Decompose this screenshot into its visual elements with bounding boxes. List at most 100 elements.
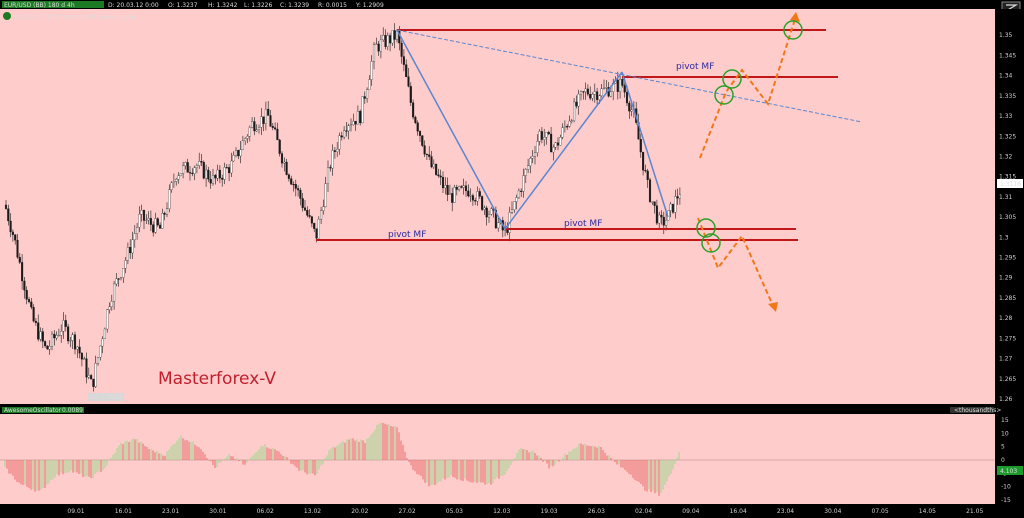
candle-body <box>400 42 403 57</box>
time-tick-label: 02.04 <box>635 508 652 515</box>
candle-body <box>260 116 263 128</box>
candle-body <box>156 218 159 226</box>
candle-body <box>188 172 192 174</box>
candle-body <box>297 188 300 191</box>
candle-body <box>32 307 35 322</box>
candle-body <box>428 154 431 157</box>
candle-body <box>382 35 385 41</box>
candle-body <box>317 218 320 239</box>
candle-body <box>142 210 146 221</box>
symbol-badge-bg <box>2 1 104 8</box>
candle-body <box>119 277 123 279</box>
price-tick-label: 1.33 <box>999 113 1013 120</box>
oscillator-badge-bg <box>2 407 84 413</box>
candle-body <box>168 189 171 209</box>
candle-body <box>669 203 672 211</box>
candle-body <box>18 257 21 263</box>
candle-body <box>510 209 514 213</box>
time-axis[interactable] <box>0 504 1024 518</box>
time-axis-ticks: 09.01 16.01 23.01 30.01 06.02 13.02 20.02 27.02… <box>67 508 983 515</box>
candle-body <box>377 43 380 52</box>
candle-body <box>90 375 93 380</box>
candle-body <box>349 124 353 126</box>
candle-body <box>354 120 357 125</box>
candle-body <box>278 139 281 154</box>
candle-body <box>573 101 576 121</box>
candle-body <box>476 191 479 202</box>
candle-body <box>605 87 608 89</box>
target-circle-upper-2 <box>714 85 734 105</box>
candle-body <box>437 174 440 177</box>
candle-body <box>138 214 141 228</box>
candle-body <box>375 43 378 45</box>
candle-body <box>455 187 458 190</box>
target-circle-upper-1 <box>722 69 742 89</box>
oscillator-name[interactable]: AwesomeOscillator <box>4 407 62 414</box>
candle-body <box>237 150 240 157</box>
price-tick-label: 1.345 <box>999 52 1016 59</box>
candle-body <box>62 320 65 332</box>
candle-body <box>602 87 606 89</box>
candle-body <box>536 141 539 154</box>
last-price-label: 1.3116 <box>1000 181 1021 188</box>
candle-body <box>172 181 175 184</box>
price-tick-label: 1.35 <box>999 32 1013 39</box>
price-tick-label: 1.275 <box>999 335 1016 342</box>
candle-body <box>616 79 619 92</box>
header-y-value: Y: 1.2909 <box>355 2 384 9</box>
candle-body <box>44 341 47 347</box>
candle-body <box>582 91 585 93</box>
candle-body <box>662 216 665 226</box>
trendline-dashed <box>396 29 863 123</box>
candle-body <box>425 153 428 156</box>
target-circle-top <box>783 20 803 40</box>
candle-body <box>467 190 470 197</box>
price-axis[interactable] <box>995 9 1024 407</box>
candle-body <box>246 136 249 139</box>
candle-body <box>621 79 624 86</box>
candle-body <box>85 358 88 378</box>
symbol-badge[interactable]: EUR/USD (BB) 180 d 4h <box>4 2 75 9</box>
candle-body <box>11 231 14 235</box>
candle-body <box>322 206 325 212</box>
candle-body <box>676 196 679 199</box>
candle-body <box>122 268 125 278</box>
time-tick-label: 19.03 <box>540 508 557 515</box>
target-circle-lower-2 <box>701 233 721 253</box>
header-close: C: 1.3239 <box>280 2 309 9</box>
candle-body <box>253 121 256 132</box>
price-tick-label: 1.285 <box>999 295 1016 302</box>
candle-body <box>214 174 217 179</box>
time-tick-label: 09.01 <box>67 508 84 515</box>
candle-body <box>126 247 129 261</box>
candle-body <box>423 145 426 155</box>
candle-body <box>575 101 578 107</box>
info-icon[interactable] <box>3 12 11 20</box>
candle-body <box>96 357 100 364</box>
candle-body <box>16 240 19 258</box>
candle-body <box>464 185 468 192</box>
candle-body <box>48 346 51 350</box>
candle-body <box>209 179 212 184</box>
candle-body <box>596 91 599 100</box>
candle-body <box>598 95 601 100</box>
time-tick-label: 27.02 <box>399 508 416 515</box>
price-axis-ticks: 1.351.3451.341.3351.331.3251.321.3151.31… <box>999 32 1016 403</box>
candle-body <box>76 346 79 350</box>
candle-body <box>299 189 302 199</box>
candle-body <box>527 165 530 170</box>
candle-body <box>133 233 136 241</box>
candle-body <box>359 111 362 124</box>
candle-body <box>9 220 12 233</box>
projection-arrow-up-head <box>790 12 800 22</box>
candle-body <box>202 162 205 179</box>
candle-body <box>177 175 180 180</box>
price-tick-label: 1.3 <box>999 234 1009 241</box>
candle-body <box>372 44 376 62</box>
candle-body <box>552 146 555 153</box>
candle-body <box>469 195 472 197</box>
header-range: R: 0.0015 <box>318 2 347 9</box>
candle-body <box>211 174 215 184</box>
candle-body <box>474 200 477 202</box>
